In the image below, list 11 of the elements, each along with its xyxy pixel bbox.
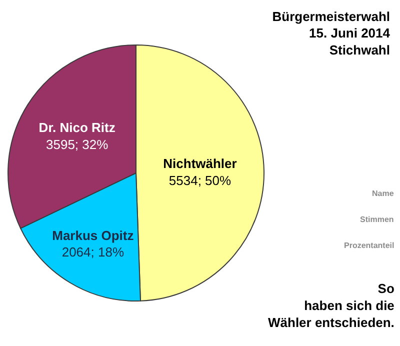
slice-label: Dr. Nico Ritz xyxy=(38,120,116,136)
slice-label: Nichtwähler xyxy=(163,156,237,171)
text: So haben sich die Wähler entschieden. xyxy=(268,281,394,330)
text: Bürgermeisterwahl 15. Juni 2014 Stichwahl xyxy=(272,8,391,58)
data-label: 3595; 32% xyxy=(46,137,109,152)
text: Stimmen xyxy=(360,215,394,224)
slice-label: Markus Opitz xyxy=(52,228,134,243)
text: Prozentanteil xyxy=(344,241,394,250)
text: Name xyxy=(372,189,394,198)
data-label: 5534; 50% xyxy=(168,172,232,188)
data-label: 2064; 18% xyxy=(62,244,124,260)
